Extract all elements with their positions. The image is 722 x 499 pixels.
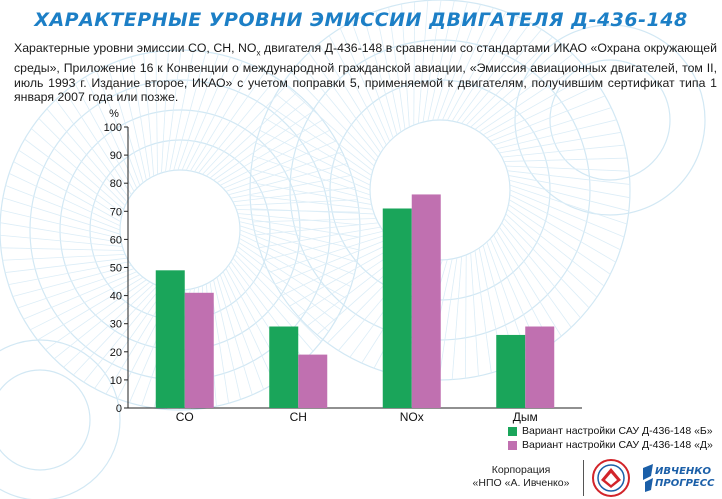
brand-name-line-1: ИВЧЕНКО [655, 466, 711, 477]
bar-CO-series-2 [184, 292, 214, 408]
y-tick-label: 60 [110, 234, 122, 246]
y-tick-label: 40 [110, 291, 122, 303]
corporation-line-1: Корпорация [491, 464, 551, 476]
legend-swatch-b [508, 426, 517, 436]
motor-sich-logo-icon [592, 459, 630, 497]
subtitle-subscript: x [256, 48, 261, 58]
corporation-name: Корпорация «НПО «А. Ивченко» [466, 464, 576, 490]
x-tick-label: Дым [513, 410, 538, 424]
bar-Дым-series-2 [525, 326, 555, 408]
y-tick-label: 50 [110, 263, 122, 275]
brand-name-line-2: ПРОГРЕСС [655, 478, 715, 489]
subtitle-text-1: Характерные уровни эмиссии CO, CH, NO [14, 41, 257, 55]
y-axis-label: % [109, 108, 119, 120]
y-tick-label: 0 [116, 403, 122, 415]
y-tick-label: 30 [110, 319, 122, 331]
bar-CO-series-1 [155, 270, 185, 408]
subtitle-text-2: двигателя Д-436-148 в сравнении со станд… [14, 41, 717, 105]
y-tick-label: 70 [110, 206, 122, 218]
legend-swatch-d [508, 440, 517, 450]
y-tick-label: 10 [110, 375, 122, 387]
y-tick-label: 80 [110, 178, 122, 190]
y-tick-label: 90 [110, 150, 122, 162]
bar-NOx-series-1 [382, 208, 412, 408]
bar-NOx-series-2 [411, 194, 441, 408]
page-subtitle: Характерные уровни эмиссии CO, CH, NOx д… [14, 41, 717, 105]
y-tick-label: 20 [110, 347, 122, 359]
legend-label-b: Вариант настройки САУ Д-436-148 «Б» [522, 425, 713, 437]
x-tick-label: CO [176, 410, 194, 424]
chart-legend: Вариант настройки САУ Д-436-148 «Б» Вари… [508, 424, 713, 452]
y-tick-label: 100 [104, 122, 122, 134]
legend-item-d: Вариант настройки САУ Д-436-148 «Д» [508, 438, 713, 452]
bar-Дым-series-1 [496, 334, 526, 408]
bar-CH-series-1 [269, 326, 299, 408]
page-title: ХАРАКТЕРНЫЕ УРОВНИ ЭМИССИИ ДВИГАТЕЛЯ Д-4… [34, 9, 688, 31]
footer-divider [583, 460, 584, 496]
legend-label-d: Вариант настройки САУ Д-436-148 «Д» [522, 439, 713, 451]
x-tick-label: CH [290, 410, 307, 424]
x-tick-label: NOx [400, 410, 424, 424]
legend-item-b: Вариант настройки САУ Д-436-148 «Б» [508, 424, 713, 438]
corporation-line-2: «НПО «А. Ивченко» [472, 477, 570, 489]
bar-CH-series-2 [298, 354, 328, 408]
ivchenko-progress-logo-icon [643, 464, 653, 492]
